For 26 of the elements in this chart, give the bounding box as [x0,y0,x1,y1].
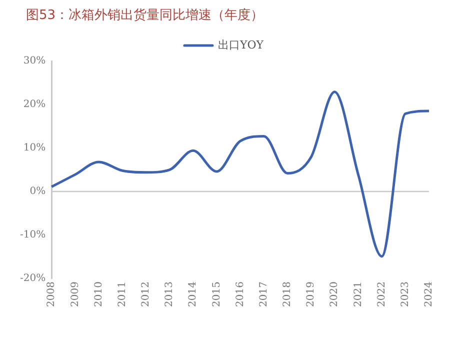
x-tick-label: 2015 [211,282,222,308]
x-tick-label: 2009 [70,282,81,308]
x-tick-label: 2013 [164,282,176,308]
x-tick-label: 2014 [188,282,199,308]
x-tick-label: 2018 [282,282,294,308]
y-tick-label: 10% [23,142,46,154]
x-tick-label: 2022 [376,282,388,308]
x-tick-label: 2011 [116,282,128,308]
y-tick-label: 20% [23,99,46,110]
x-tick-label: 2021 [352,282,364,308]
x-tick-label: 2008 [46,282,58,308]
legend-label: 出口YOY [218,38,264,52]
x-tick-label: 2024 [424,282,435,308]
x-tick-label: 2023 [400,282,412,308]
x-tick-label: 2019 [306,282,317,308]
y-tick-label: -10% [20,230,46,241]
y-tick-label: 30% [23,56,46,67]
chart-title: 图53：冰箱外销出货量同比增速（年度） [26,7,264,24]
x-tick-label: 2016 [234,282,246,308]
x-tick-label: 2012 [140,282,152,308]
line-series [50,90,430,258]
x-tick-label: 2010 [93,282,104,308]
y-tick-label: 0% [30,186,46,198]
y-tick-label: -20% [20,273,46,284]
x-tick-label: 2017 [258,282,270,308]
x-tick-label: 2020 [329,282,340,308]
